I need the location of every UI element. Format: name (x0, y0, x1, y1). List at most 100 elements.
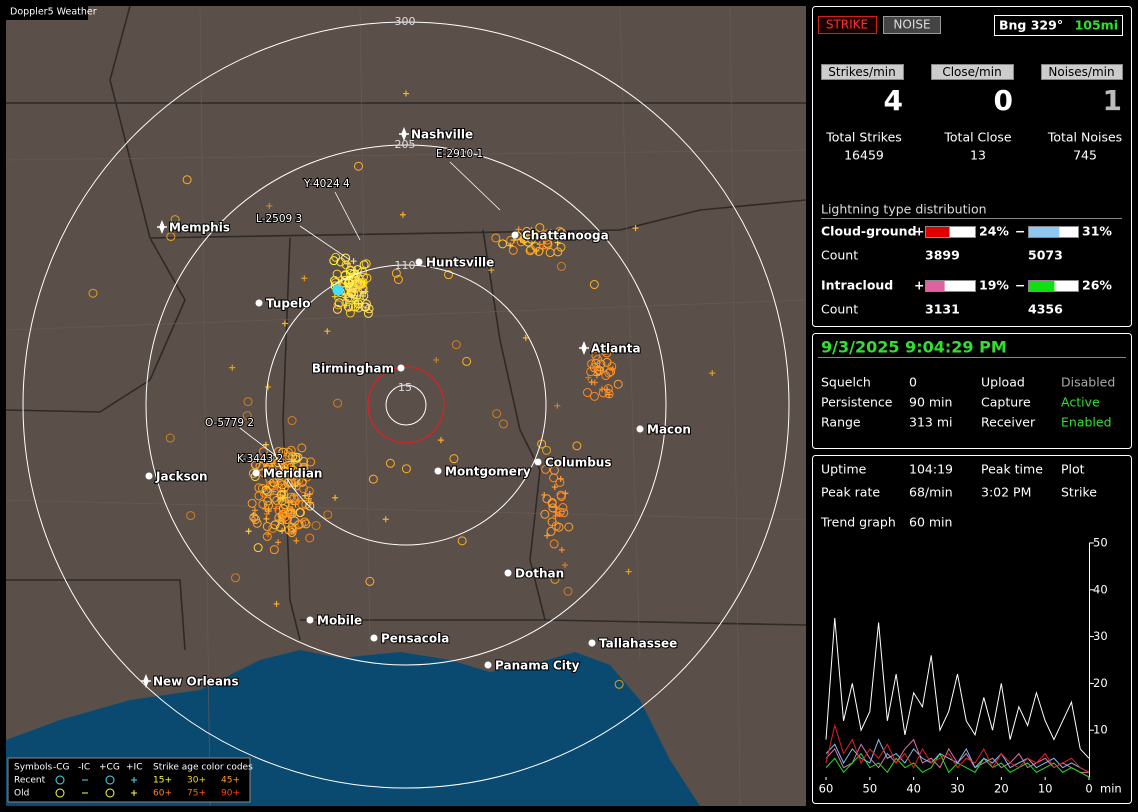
legend-row-label: Recent (14, 776, 46, 786)
x-tick-label: 30 (950, 782, 965, 796)
strike (399, 211, 406, 218)
strike (333, 398, 343, 408)
map-legend: Symbols -CG -IC +CG +IC Strike age color code… (7, 757, 253, 803)
city-dot (534, 458, 542, 466)
noise-button[interactable] (883, 16, 941, 34)
title-bg (6, 4, 88, 20)
bearing: Bng 329° (999, 18, 1063, 33)
strike (613, 379, 623, 389)
airport-icon (141, 673, 151, 689)
strike (358, 272, 368, 282)
strike (252, 518, 262, 528)
strike (254, 491, 264, 501)
strike (297, 443, 307, 453)
city-label: New Orleans (153, 675, 239, 689)
strike (528, 226, 535, 233)
city-label: Jackson (155, 470, 208, 484)
city-label: Birmingham (312, 362, 394, 376)
strike (520, 233, 530, 243)
strike (451, 340, 461, 350)
strike (284, 451, 294, 461)
city-label: Montgomery (445, 465, 531, 479)
strike (488, 267, 495, 274)
count-label: Count (821, 248, 858, 263)
stat: 3:02 PM (981, 485, 1031, 500)
city-dot (434, 467, 442, 475)
rate-label: Strikes/min (828, 65, 895, 79)
legend-header: -CG (53, 763, 70, 773)
strike (498, 239, 508, 249)
strike (324, 328, 331, 335)
strike (563, 586, 573, 596)
strike (264, 462, 274, 472)
strike (229, 364, 236, 371)
strike (361, 259, 371, 269)
percent-bar-track (925, 226, 976, 238)
bearing-box (994, 15, 1123, 36)
strike (347, 287, 357, 297)
ring-label: 15 (398, 381, 412, 394)
strike-button[interactable] (818, 16, 877, 34)
strike (266, 202, 273, 209)
strike (535, 223, 545, 233)
city-dot (415, 258, 423, 266)
strike (353, 277, 363, 287)
strike (359, 291, 369, 301)
distance: 105mi (1075, 18, 1118, 33)
map-title: Doppler5 Weather (10, 7, 97, 18)
strike (553, 247, 563, 257)
strike (287, 416, 297, 426)
total-value: 16459 (844, 148, 884, 163)
strike (548, 503, 558, 513)
strike (536, 241, 543, 248)
strike (582, 388, 592, 398)
city-dot (306, 616, 314, 624)
strike (269, 545, 279, 555)
airport-icon (399, 126, 409, 142)
percent-label: 31% (1082, 224, 1112, 239)
strike (555, 229, 562, 236)
strike (585, 374, 592, 381)
status-field: Capture (981, 395, 1031, 410)
strike (403, 90, 410, 97)
legend-symbol (131, 777, 137, 783)
city-label: Tallahassee (599, 637, 677, 651)
strike (170, 215, 180, 225)
count-value: 3131 (925, 302, 960, 317)
strike (258, 447, 268, 457)
strike (556, 261, 566, 271)
strike (250, 460, 260, 470)
strike (242, 411, 252, 421)
strike (457, 536, 467, 546)
percent-bar (1029, 227, 1060, 237)
strike (88, 288, 98, 298)
storm-label: K-3443 2 (237, 453, 283, 465)
counters-panel: STRIKE NOISE Bng 329° 105mi Strikes/min 4 Tota… (812, 6, 1132, 327)
sign: + (914, 224, 924, 239)
strike (345, 293, 355, 303)
status-field: Range (821, 415, 861, 430)
rate-value: 4 (884, 84, 903, 117)
panel-border (812, 6, 1132, 327)
strike (262, 441, 269, 448)
strike (526, 234, 536, 244)
strike (437, 437, 444, 444)
airport-icon (157, 219, 167, 235)
strike (271, 473, 281, 483)
strike (597, 367, 604, 374)
strike (301, 275, 308, 282)
sign: − (1015, 224, 1025, 239)
strike (551, 484, 558, 491)
strike (272, 505, 279, 512)
stat: Peak time (981, 462, 1043, 477)
strike (547, 229, 554, 236)
strike (558, 503, 568, 513)
x-tick-label: 10 (1038, 782, 1053, 796)
strike (498, 419, 508, 429)
strike (602, 348, 612, 358)
strike (593, 372, 600, 379)
city-label: Panama City (495, 659, 580, 673)
total-label: Total Strikes (825, 130, 902, 145)
strike (262, 521, 272, 531)
strike (358, 277, 368, 287)
